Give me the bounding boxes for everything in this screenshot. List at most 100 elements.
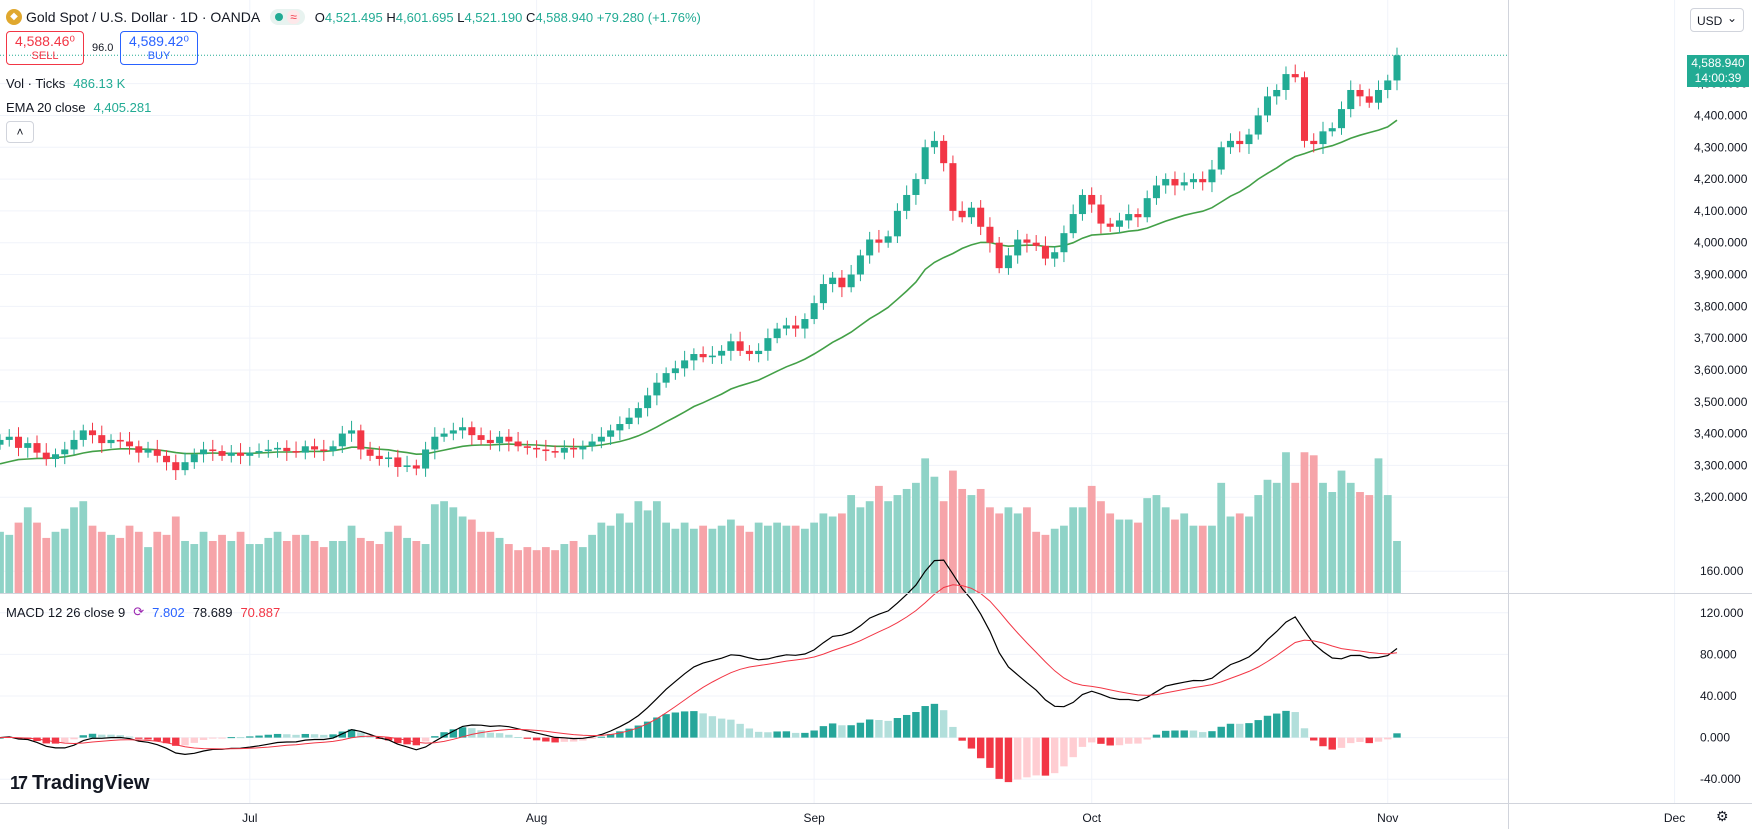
volume-bar [810,522,819,593]
volume-bar [375,544,384,593]
candle-body [1088,194,1096,205]
macd-histogram-bar [560,737,569,742]
macd-histogram-bar [514,737,522,739]
candle-body [542,449,550,452]
macd-histogram-bar [939,710,948,738]
sell-button[interactable]: 4,588.46⁰ SELL [6,31,84,65]
volume-bar [1346,482,1355,593]
candle-body [560,447,568,453]
candle-body [394,457,402,467]
candle-body [153,449,161,456]
volume-bar [1041,534,1050,593]
candle-body [283,447,291,452]
macd-histogram-bar [875,720,883,738]
volume-bar [1050,528,1059,593]
volume-bar [1078,507,1087,593]
macd-histogram-bar [1393,733,1401,738]
refresh-icon[interactable]: ⟳ [133,604,145,619]
macd-tick-label: 80.000 [1700,647,1737,661]
volume-bar [819,513,828,593]
volume-bar [97,531,106,593]
macd-histogram-bar [144,737,152,740]
volume-bar [634,501,643,593]
volume-bar [1235,513,1244,593]
symbol-title[interactable]: Gold Spot / U.S. Dollar · 1D · OANDA [26,9,261,25]
candle-body [366,449,374,456]
macd-histogram-bar [227,737,235,739]
candle-body [949,163,957,211]
volume-bar [578,547,587,593]
volume-bar [1106,513,1115,593]
macd-histogram-bar [366,735,374,738]
candle-body [338,433,346,447]
macd-histogram-bar [79,735,87,738]
macd-histogram-bar [403,737,411,745]
volume-bar [523,547,532,593]
volume-bar [0,531,4,593]
volume-bar [144,547,152,593]
macd-histogram-bar [236,737,245,739]
market-status[interactable]: ≈ [270,9,305,25]
macd-histogram-bar [1217,726,1225,738]
settings-icon[interactable]: ⚙ [1716,808,1729,824]
macd-histogram-bar [791,732,800,738]
candle-body [1254,115,1262,135]
collapse-legend-button[interactable]: ˄ [6,121,34,143]
macd-legend[interactable]: MACD 12 26 close 9 ⟳ 7.802 78.689 70.887 [6,604,281,620]
candle-body [1365,96,1373,103]
symbol-legend[interactable]: ◆ Gold Spot / U.S. Dollar · 1D · OANDA ≈… [6,9,701,25]
macd-histogram-bar [1263,715,1272,738]
ema-legend[interactable]: EMA 20 close 4,405.281 [6,100,152,115]
candle-body [1069,214,1077,234]
volume-bar [1060,525,1068,593]
candle-body [1263,96,1271,116]
volume-legend[interactable]: Vol · Ticks 486.13 K [6,76,126,91]
volume-bar [560,544,569,593]
candle-body [107,439,115,444]
volume-bar [319,547,328,593]
macd-histogram-bar [579,737,587,741]
macd-histogram-bar [449,729,458,738]
candle-body [967,207,975,218]
volume-bar [662,522,671,593]
candle-body [727,341,735,351]
candle-body [79,430,87,440]
candle-body [1291,74,1299,78]
macd-histogram-bar [1236,723,1244,738]
volume-bar [153,531,162,593]
macd-histogram-bar [764,732,772,738]
macd-histogram-bar [153,737,161,742]
macd-histogram-bar [634,725,643,738]
currency-select[interactable]: USD [1690,6,1744,32]
ema-line [0,119,1398,465]
candle-body [1115,220,1123,227]
candle-body [1356,89,1364,97]
volume-bar [273,531,282,593]
macd-histogram-bar [218,737,226,739]
tradingview-logo[interactable]: 17 TradingView [10,772,150,794]
candle-body [708,355,716,358]
candle-body [782,325,790,329]
spread-value: 96.0 [92,42,114,54]
volume-bar [551,550,559,593]
macd-histogram-bar [458,727,467,738]
candle-body [930,140,938,148]
candle-body [1023,239,1031,243]
macd-histogram-bar [1087,737,1096,743]
candle-body [1384,80,1392,90]
volume-bar [245,544,254,593]
candle-body [856,255,864,275]
macd-histogram-bar [606,734,615,738]
tradingview-icon: 17 [10,773,28,793]
volume-bar [1097,501,1105,593]
candle-body [570,447,578,450]
macd-histogram-bar [310,734,319,738]
macd-histogram-bar [1162,730,1170,738]
volume-bar [33,522,41,593]
candle-body [329,446,337,452]
macd-histogram-bar [1208,731,1216,738]
volume-bar [310,540,319,593]
buy-button[interactable]: 4,589.42⁰ BUY [120,31,198,65]
